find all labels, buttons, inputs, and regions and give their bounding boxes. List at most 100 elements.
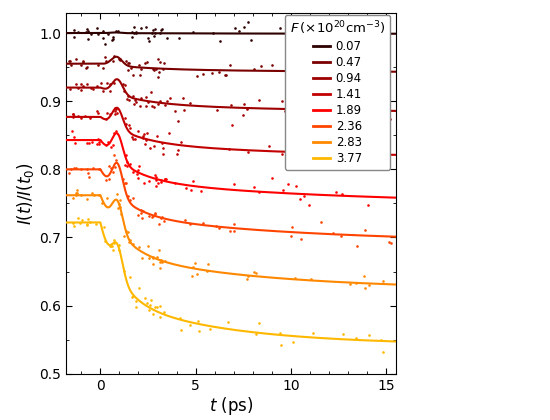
Point — [151, 183, 160, 190]
Point — [120, 87, 129, 94]
Point — [122, 58, 130, 65]
Point — [83, 63, 92, 70]
Point — [85, 140, 94, 147]
Point — [186, 186, 195, 193]
Point — [124, 66, 133, 73]
Point — [65, 170, 74, 176]
Point — [189, 29, 197, 35]
Point — [238, 112, 247, 119]
Point — [339, 331, 348, 337]
Point — [243, 106, 251, 113]
Point — [87, 139, 96, 146]
Point — [109, 130, 118, 137]
Point — [69, 113, 78, 119]
Point — [300, 193, 309, 199]
Point — [79, 83, 88, 89]
Point — [123, 159, 131, 166]
Point — [161, 175, 170, 182]
Point — [81, 113, 90, 119]
Point — [85, 174, 94, 181]
Point — [140, 180, 148, 187]
Point — [107, 165, 116, 172]
Point — [227, 102, 235, 109]
Point — [190, 260, 199, 266]
Point — [177, 327, 185, 333]
Point — [111, 105, 120, 112]
Point — [108, 142, 117, 148]
Point — [111, 164, 119, 171]
Point — [257, 63, 266, 70]
Point — [151, 304, 160, 311]
Point — [288, 223, 296, 230]
Point — [72, 56, 81, 63]
Point — [268, 62, 277, 69]
Point — [69, 134, 78, 141]
Point — [123, 162, 131, 169]
Point — [123, 59, 132, 66]
Point — [185, 221, 194, 228]
Point — [154, 55, 163, 62]
Point — [112, 128, 120, 135]
Point — [73, 187, 81, 194]
Point — [135, 285, 144, 291]
Point — [125, 125, 134, 131]
Point — [82, 165, 91, 172]
Point — [98, 35, 107, 42]
Point — [138, 214, 146, 221]
Point — [376, 97, 384, 103]
Point — [255, 320, 263, 327]
Point — [94, 136, 102, 142]
Point — [107, 243, 116, 250]
Point — [98, 64, 107, 71]
Point — [179, 94, 188, 101]
Point — [234, 27, 243, 34]
Point — [278, 97, 287, 104]
Point — [114, 241, 123, 248]
Point — [337, 72, 345, 79]
Point — [199, 219, 207, 226]
Point — [208, 69, 217, 76]
Point — [86, 115, 95, 121]
Point — [116, 204, 124, 210]
Point — [292, 183, 301, 189]
Point — [142, 137, 151, 144]
Point — [108, 34, 117, 41]
Point — [84, 27, 93, 34]
Point — [204, 261, 212, 268]
Point — [69, 223, 78, 230]
Point — [102, 141, 111, 148]
Point — [295, 195, 304, 202]
Point — [386, 116, 395, 123]
Point — [150, 103, 158, 110]
Point — [104, 176, 113, 183]
Point — [230, 25, 239, 32]
Point — [97, 199, 106, 206]
Point — [119, 233, 128, 239]
Point — [196, 187, 205, 194]
Point — [87, 85, 96, 92]
Point — [337, 191, 346, 197]
Point — [85, 219, 94, 226]
Point — [192, 270, 201, 277]
Point — [379, 349, 388, 355]
Point — [255, 97, 263, 103]
Point — [103, 31, 112, 37]
Point — [121, 81, 130, 88]
Point — [213, 106, 222, 113]
Point — [188, 273, 196, 279]
Point — [76, 80, 85, 87]
Point — [163, 98, 172, 105]
Point — [115, 247, 124, 254]
Point — [83, 221, 92, 228]
Point — [120, 161, 129, 168]
Point — [314, 71, 322, 78]
Point — [113, 110, 122, 117]
Point — [72, 81, 80, 87]
Point — [147, 102, 156, 109]
Point — [165, 129, 174, 136]
Point — [104, 163, 113, 170]
Point — [77, 192, 86, 199]
Point — [147, 30, 156, 37]
Point — [77, 87, 86, 93]
Point — [119, 175, 128, 182]
